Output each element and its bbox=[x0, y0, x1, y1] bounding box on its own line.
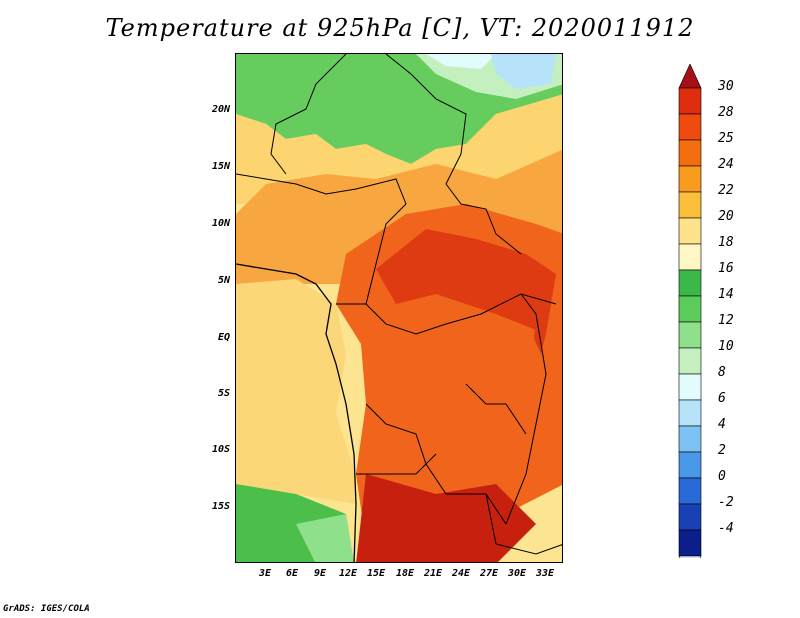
country-borders bbox=[236, 54, 562, 555]
lon-label: 12E bbox=[338, 568, 358, 579]
colorbar-swatch bbox=[678, 165, 702, 193]
colorbar-label: 25 bbox=[718, 131, 734, 146]
colorbar-swatch bbox=[678, 529, 702, 557]
lat-label: 15S bbox=[211, 501, 230, 512]
colorbar-top-arrow bbox=[678, 64, 702, 89]
colorbar-swatch bbox=[678, 87, 702, 115]
lake-region bbox=[534, 314, 546, 354]
colorbar-swatch bbox=[678, 477, 702, 505]
lon-label: 27E bbox=[479, 568, 499, 579]
colorbar-label: 12 bbox=[718, 313, 734, 328]
lat-label: 10N bbox=[211, 218, 230, 229]
colorbar-swatch bbox=[678, 139, 702, 167]
colorbar-swatch bbox=[678, 373, 702, 401]
colorbar bbox=[678, 64, 702, 558]
hot-core-dark-south bbox=[356, 474, 536, 562]
lat-label: 5N bbox=[217, 275, 230, 286]
colorbar-label: 0 bbox=[718, 469, 726, 484]
lat-label: 10S bbox=[211, 444, 230, 455]
colorbar-label: 22 bbox=[718, 183, 734, 198]
colorbar-label: 8 bbox=[718, 365, 726, 380]
credit-text: GrADS: IGES/COLA bbox=[3, 604, 90, 614]
colorbar-label: 28 bbox=[718, 105, 734, 120]
lat-label: 15N bbox=[211, 161, 230, 172]
lon-label: 6E bbox=[285, 568, 299, 579]
colorbar-label: 30 bbox=[718, 79, 734, 94]
colorbar-swatch bbox=[678, 243, 702, 271]
lon-label: 9E bbox=[313, 568, 327, 579]
coastline bbox=[236, 263, 357, 562]
lat-label: 20N bbox=[211, 104, 230, 115]
colorbar-label: 6 bbox=[718, 391, 726, 406]
colorbar-label: 18 bbox=[718, 235, 734, 250]
lon-label: 15E bbox=[366, 568, 386, 579]
colorbar-label: 10 bbox=[718, 339, 734, 354]
colorbar-label: -4 bbox=[718, 521, 734, 536]
colorbar-label: 2 bbox=[718, 443, 726, 458]
lon-label: 24E bbox=[451, 568, 471, 579]
colorbar-swatch bbox=[678, 347, 702, 375]
colorbar-label: -2 bbox=[718, 495, 734, 510]
colorbar-label: 4 bbox=[718, 417, 726, 432]
colorbar-swatch bbox=[678, 425, 702, 453]
colorbar-swatch bbox=[678, 399, 702, 427]
north-blue-patch bbox=[491, 54, 556, 89]
colorbar-swatch bbox=[678, 503, 702, 531]
lat-label: 5S bbox=[217, 388, 230, 399]
lon-label: 18E bbox=[395, 568, 415, 579]
lon-label: 33E bbox=[535, 568, 555, 579]
south-pale-green bbox=[296, 514, 354, 562]
colorbar-swatch bbox=[678, 269, 702, 297]
lon-label: 30E bbox=[507, 568, 527, 579]
colorbar-swatch bbox=[678, 113, 702, 141]
temperature-map bbox=[235, 53, 563, 563]
colorbar-label: 14 bbox=[718, 287, 734, 302]
colorbar-label: 20 bbox=[718, 209, 734, 224]
lat-label: EQ bbox=[217, 332, 230, 343]
lon-label: 21E bbox=[423, 568, 443, 579]
lon-label: 3E bbox=[258, 568, 272, 579]
chart-title: Temperature at 925hPa [C], VT: 202001191… bbox=[105, 14, 695, 42]
colorbar-swatch bbox=[678, 451, 702, 479]
colorbar-swatch bbox=[678, 321, 702, 349]
north-cyan-patch bbox=[426, 54, 496, 69]
colorbar-bottom-arrow bbox=[678, 555, 702, 558]
hot-core-dark-north bbox=[376, 229, 556, 334]
colorbar-swatch bbox=[678, 217, 702, 245]
colorbar-swatch bbox=[678, 295, 702, 323]
colorbar-label: 24 bbox=[718, 157, 734, 172]
colorbar-label: 16 bbox=[718, 261, 734, 276]
colorbar-swatch bbox=[678, 191, 702, 219]
